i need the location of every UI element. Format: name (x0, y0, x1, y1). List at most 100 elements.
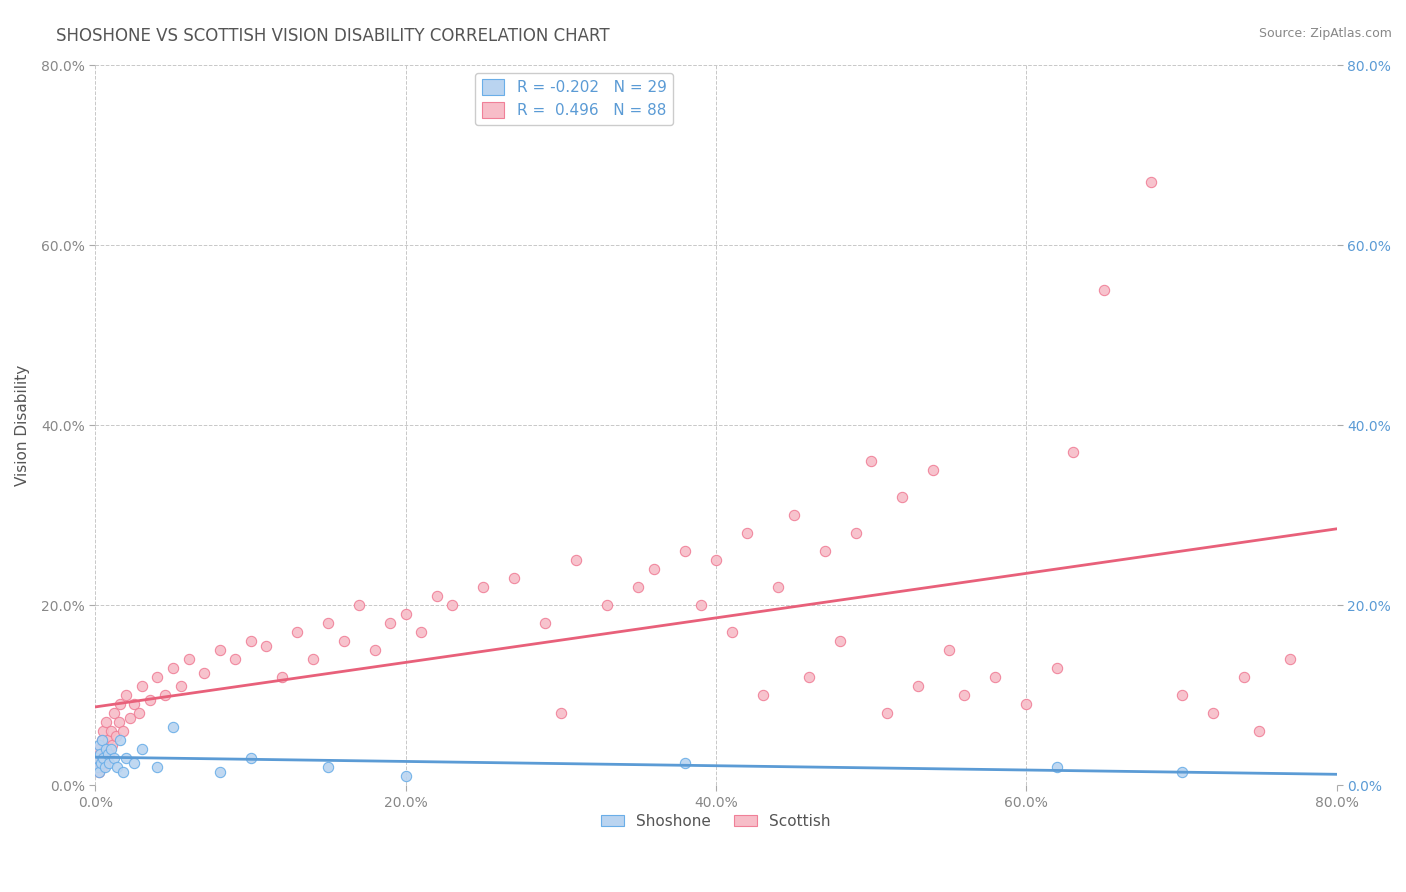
Point (380, 616, 402, 631)
Point (105, 760, 128, 774)
Point (395, 607, 418, 621)
Point (90, 756, 112, 770)
Point (347, 598, 370, 612)
Point (93, 742, 115, 756)
Point (984, 670, 1007, 684)
Point (953, 688, 976, 702)
Point (704, 553, 727, 567)
Point (1233, 670, 1256, 684)
Point (1046, 661, 1069, 675)
Point (550, 706, 572, 720)
Point (90, 747, 112, 761)
Point (107, 715, 129, 730)
Point (411, 625, 433, 640)
Point (89, 747, 111, 761)
Point (814, 544, 837, 558)
Point (131, 679, 153, 693)
Point (1139, 175, 1161, 189)
Point (1170, 688, 1192, 702)
Point (131, 742, 153, 756)
Point (110, 697, 132, 711)
Point (115, 751, 138, 765)
Text: Source: ZipAtlas.com: Source: ZipAtlas.com (1258, 27, 1392, 40)
Point (162, 661, 184, 675)
Point (426, 589, 449, 603)
Point (922, 463, 945, 477)
Point (395, 769, 418, 783)
Point (86, 760, 108, 774)
Point (89, 742, 111, 756)
Point (1170, 764, 1192, 779)
Point (104, 729, 127, 743)
Point (1092, 283, 1115, 297)
Point (122, 756, 145, 770)
Point (799, 670, 821, 684)
Point (91, 724, 114, 739)
Point (239, 751, 262, 765)
Point (720, 625, 742, 640)
Point (86, 751, 108, 765)
Point (93, 751, 115, 765)
Point (146, 670, 169, 684)
Point (97, 733, 120, 747)
Text: SHOSHONE VS SCOTTISH VISION DISABILITY CORRELATION CHART: SHOSHONE VS SCOTTISH VISION DISABILITY C… (56, 27, 610, 45)
Point (766, 580, 789, 594)
Point (91, 751, 114, 765)
Point (91, 760, 114, 774)
Point (87, 738, 110, 752)
Point (316, 760, 339, 774)
Point (876, 706, 898, 720)
Point (193, 665, 215, 680)
Point (96, 742, 118, 756)
Point (94, 756, 117, 770)
Point (301, 652, 323, 666)
Point (332, 634, 354, 648)
Point (103, 751, 125, 765)
Point (441, 598, 464, 612)
Point (208, 764, 231, 779)
Point (1249, 724, 1271, 739)
Point (100, 742, 122, 756)
Point (363, 643, 385, 657)
Point (208, 643, 231, 657)
Point (254, 639, 277, 653)
Point (782, 508, 804, 522)
Point (112, 764, 135, 779)
Point (89, 764, 111, 779)
Point (96, 715, 118, 730)
Point (1015, 697, 1038, 711)
Point (735, 526, 758, 541)
Point (830, 634, 852, 648)
Point (1279, 652, 1302, 666)
Point (565, 553, 588, 567)
Point (751, 688, 773, 702)
Point (845, 526, 868, 541)
Point (98, 756, 121, 770)
Point (87, 751, 110, 765)
Point (239, 634, 262, 648)
Point (155, 688, 177, 702)
Point (93, 760, 115, 774)
Point (98, 747, 121, 761)
Point (90, 733, 112, 747)
Point (1201, 706, 1223, 720)
Y-axis label: Vision Disability: Vision Disability (15, 365, 30, 486)
Point (110, 733, 132, 747)
Point (177, 652, 200, 666)
Point (118, 710, 141, 724)
Point (162, 720, 184, 734)
Point (1062, 445, 1084, 459)
Point (673, 756, 696, 770)
Point (87, 764, 110, 779)
Point (97, 747, 120, 761)
Point (89, 756, 111, 770)
Point (860, 454, 883, 468)
Point (100, 724, 122, 739)
Point (146, 760, 169, 774)
Point (170, 679, 193, 693)
Point (270, 670, 292, 684)
Legend: Shoshone, Scottish: Shoshone, Scottish (595, 808, 837, 835)
Point (938, 643, 960, 657)
Point (1046, 760, 1069, 774)
Point (907, 679, 929, 693)
